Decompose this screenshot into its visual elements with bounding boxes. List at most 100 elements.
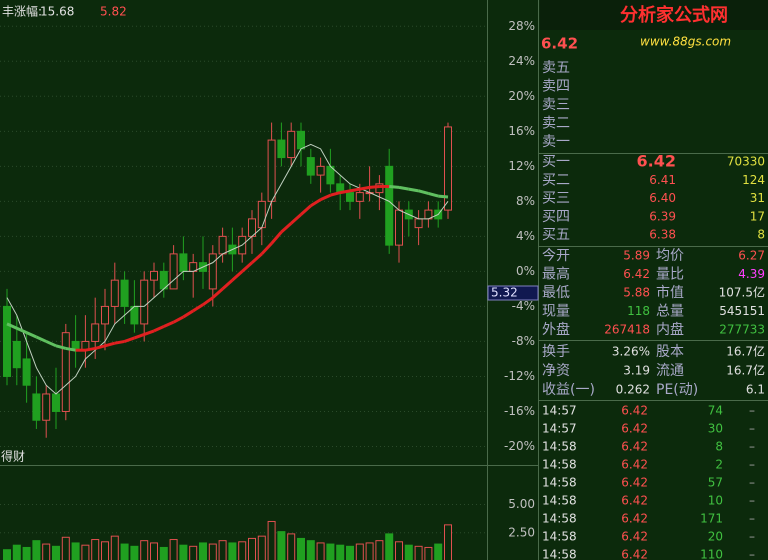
candle-body: [61, 332, 70, 412]
tick-price: 6.42: [621, 512, 648, 526]
candle-body: [395, 209, 403, 246]
sell-label: 卖一: [542, 134, 570, 150]
volume-bar: [287, 533, 296, 560]
candle-body: [169, 253, 178, 290]
buy-price: 6.40: [649, 191, 676, 205]
tick-time: 14:58: [542, 458, 577, 472]
y-tick-label: 28%: [508, 19, 535, 33]
ma-segment: [398, 185, 410, 191]
ma-segment: [94, 344, 106, 350]
tick-time: 14:57: [542, 422, 577, 436]
tick-flag: –: [749, 458, 755, 472]
volume-bar: [130, 545, 139, 560]
stat-label: 收益(一): [542, 382, 595, 398]
candle-body: [316, 165, 325, 176]
ma-segment: [6, 322, 18, 330]
tick-price: 6.42: [621, 422, 648, 436]
tick-flag: –: [749, 530, 755, 544]
ma-segment: [114, 339, 125, 345]
ma-segment: [300, 204, 312, 216]
tick-price: 6.42: [621, 458, 648, 472]
header-value: 15.68: [40, 5, 74, 19]
ma-segment: [339, 189, 351, 195]
buy-volume: 17: [750, 209, 765, 223]
stat-label: 内盘: [656, 321, 684, 338]
candle-body: [179, 253, 188, 272]
ma-segment: [418, 189, 429, 195]
volume-bar: [316, 542, 325, 560]
ma-segment: [153, 325, 165, 333]
volume-bar: [248, 537, 256, 560]
buy-price: 6.39: [649, 209, 676, 223]
stat-value: 107.5亿: [719, 285, 765, 300]
tick-time: 14:57: [542, 404, 577, 418]
y-tick-label: 12%: [508, 159, 535, 173]
stat-value: 16.7亿: [726, 344, 765, 359]
tick-price: 6.42: [621, 548, 648, 560]
tick-time: 14:58: [542, 512, 577, 526]
y-tick-label: 16%: [508, 124, 535, 138]
header-value2: 5.82: [100, 5, 127, 19]
stat-value: 6.1: [746, 383, 765, 397]
ma-segment: [192, 303, 204, 313]
volume-bar: [71, 542, 80, 560]
ma-segment: [319, 193, 332, 201]
candle-body: [140, 279, 149, 325]
candle-body: [355, 192, 364, 202]
tick-volume: 8: [715, 440, 723, 454]
buy-price: 6.38: [649, 228, 676, 242]
ma-segment: [182, 309, 194, 319]
ma-segment: [270, 231, 283, 245]
candle-body: [32, 393, 41, 421]
candle-body: [346, 192, 354, 202]
tick-volume: 171: [700, 512, 723, 526]
volume-bar: [267, 520, 276, 560]
ma-segment: [172, 315, 185, 324]
candle-body: [42, 393, 51, 421]
tick-time: 14:58: [542, 548, 577, 560]
volume-bar: [365, 542, 374, 560]
candle-body: [306, 157, 315, 176]
ma-segment: [124, 336, 135, 343]
ma-segment: [438, 194, 449, 199]
tick-price: 6.42: [621, 404, 648, 418]
quote-price: 6.42: [541, 35, 578, 53]
stat-label: 流通: [656, 363, 684, 379]
volume-bar: [110, 535, 119, 560]
volume-bar: [297, 537, 305, 560]
tick-time: 14:58: [542, 440, 577, 454]
stat-value: 0.262: [616, 383, 650, 397]
volume-bar: [42, 543, 51, 560]
stat-value: 267418: [604, 323, 650, 337]
volume-bar: [208, 543, 217, 560]
volume-bar: [257, 535, 266, 560]
volume-bar: [336, 544, 345, 560]
indicator-label: 得财: [1, 449, 25, 464]
buy-volume: 31: [750, 191, 765, 205]
ma-segment: [65, 346, 76, 352]
volume-bar: [52, 545, 60, 560]
sell-label: 卖二: [542, 116, 570, 132]
stat-label: 股本: [656, 344, 684, 360]
y-tick-label: -4%: [512, 299, 535, 313]
ma-segment: [369, 184, 380, 189]
tick-flag: –: [749, 512, 755, 526]
volume-bar: [395, 541, 403, 560]
stat-label: 外盘: [542, 321, 570, 338]
tick-time: 14:58: [542, 530, 577, 544]
tick-flag: –: [749, 440, 755, 454]
stat-value: 3.19: [623, 364, 650, 378]
stat-label: PE(动): [656, 382, 698, 398]
y-tick-label: 5.00: [508, 497, 535, 511]
stat-value: 545151: [719, 304, 765, 318]
stat-label: 均价: [656, 248, 684, 264]
buy-label: 买一: [542, 154, 570, 170]
volume-bar: [169, 539, 178, 560]
volume-bar: [277, 531, 286, 560]
ma-segment: [163, 320, 175, 328]
volume-bar: [140, 540, 149, 560]
stat-label: 市值: [656, 284, 684, 301]
candle-body: [277, 139, 286, 159]
ma-segment: [280, 222, 293, 234]
